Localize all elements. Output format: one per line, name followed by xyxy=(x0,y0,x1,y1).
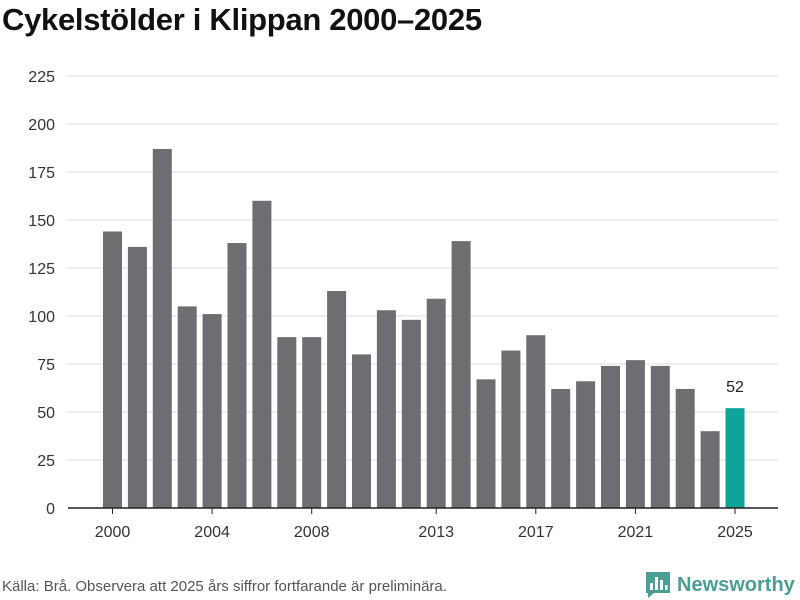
bar-2016 xyxy=(501,350,521,508)
chart-title: Cykelstölder i Klippan 2000–2025 xyxy=(2,2,482,37)
bar-2020 xyxy=(601,365,620,508)
bar-2018 xyxy=(551,388,571,508)
bar-2003 xyxy=(177,306,197,508)
y-tick-label: 100 xyxy=(28,309,55,326)
y-tick-label: 200 xyxy=(28,117,55,134)
y-tick-label: 125 xyxy=(28,261,55,278)
bar-2004 xyxy=(202,314,222,508)
y-tick-label: 50 xyxy=(37,405,55,422)
brand: Newsworthy xyxy=(645,570,795,600)
bar-chart: 0 25 50 75 100 125 150 175 200 225 52 2000 2004 2008 2… xyxy=(28,69,778,541)
bar-2022 xyxy=(650,365,670,508)
y-tick-label: 25 xyxy=(37,453,55,470)
bar-2009 xyxy=(327,291,347,508)
bar-2006 xyxy=(252,200,272,509)
bar-2010 xyxy=(352,354,371,508)
bar-2024 xyxy=(700,431,720,508)
newsworthy-logo-icon xyxy=(646,572,670,598)
y-tick-label: 75 xyxy=(37,357,55,374)
bar-2014 xyxy=(451,241,471,508)
y-tick-label: 225 xyxy=(28,69,55,86)
x-tick-label: 2000 xyxy=(95,524,131,541)
y-tick-label: 0 xyxy=(46,501,55,518)
y-tick-label: 150 xyxy=(28,213,55,230)
bar-2002 xyxy=(152,148,172,508)
bar-2000 xyxy=(103,231,122,508)
bar-2011 xyxy=(376,310,396,508)
x-tick-label: 2004 xyxy=(194,524,230,541)
source-note: Källa: Brå. Observera att 2025 års siffr… xyxy=(2,578,447,595)
bar-2015 xyxy=(476,379,496,508)
bar-2008 xyxy=(302,337,322,508)
brand-name: Newsworthy xyxy=(677,573,795,596)
bar-2012 xyxy=(401,319,421,508)
x-tick-label: 2021 xyxy=(618,524,654,541)
bar-2025 xyxy=(725,408,745,508)
x-tick-label: 2013 xyxy=(418,524,454,541)
bar-2017 xyxy=(526,335,546,508)
bar-2001 xyxy=(127,246,147,508)
x-tick-label: 2017 xyxy=(518,524,554,541)
bar-2005 xyxy=(227,243,247,509)
data-label-2025: 52 xyxy=(726,379,744,396)
x-tick-label: 2025 xyxy=(717,524,753,541)
bar-2023 xyxy=(675,388,695,508)
bar-2021 xyxy=(625,360,645,508)
bar-2007 xyxy=(277,337,297,508)
bar-2013 xyxy=(426,298,446,508)
y-tick-label: 175 xyxy=(28,165,55,182)
x-tick-label: 2008 xyxy=(294,524,330,541)
bar-2019 xyxy=(576,381,596,508)
